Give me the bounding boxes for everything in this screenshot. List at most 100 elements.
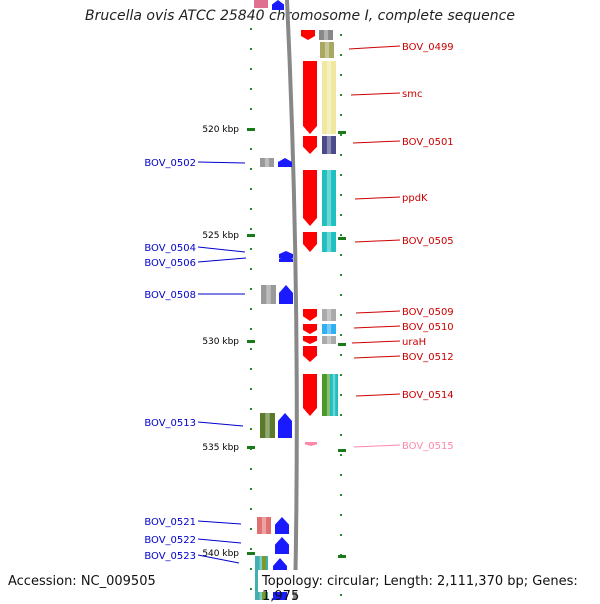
- gene-arrow-reverse: [275, 517, 289, 534]
- guide-dot: [250, 268, 252, 270]
- guide-dot: [340, 314, 342, 316]
- guide-dot: [340, 34, 342, 36]
- guide-dot: [250, 548, 252, 550]
- function-bar: [260, 158, 274, 167]
- gene-arrow-forward: [303, 336, 317, 344]
- function-bar-shine: [265, 413, 270, 438]
- function-bar: [319, 30, 333, 40]
- label-leader-line: [355, 393, 401, 397]
- guide-dot: [250, 308, 252, 310]
- gene-arrow-reverse: [278, 413, 292, 438]
- label-leader-line: [197, 421, 244, 427]
- gene-arrow-forward: [303, 232, 317, 252]
- accession-text: Accession: NC_009505: [8, 574, 156, 589]
- gene-label-forward: smc: [402, 89, 422, 100]
- scale-tick-label: 525 kbp: [202, 231, 239, 241]
- guide-dot: [250, 68, 252, 70]
- gene-label-reverse: BOV_0513: [144, 418, 196, 429]
- function-bar: [320, 42, 334, 58]
- guide-dot: [250, 208, 252, 210]
- gene-label-forward: uraH: [402, 337, 426, 348]
- guide-dot: [340, 74, 342, 76]
- label-leader-line: [353, 444, 401, 448]
- function-bar-shine: [326, 136, 332, 154]
- guide-dot: [250, 88, 252, 90]
- guide-dot: [340, 134, 342, 136]
- scale-tick-label: 530 kbp: [202, 337, 239, 347]
- gene-partial: [254, 0, 268, 8]
- guide-dot: [340, 54, 342, 56]
- scale-tick: [247, 234, 255, 237]
- scale-tick: [247, 552, 255, 555]
- guide-dot: [340, 174, 342, 176]
- function-bar-shine: [266, 285, 271, 304]
- gene-label-reverse: BOV_0523: [144, 551, 196, 562]
- function-bar: [330, 374, 338, 416]
- function-bar: [322, 309, 336, 321]
- gene-arrow-forward: [301, 30, 315, 40]
- gene-label-forward: BOV_0515: [402, 441, 454, 452]
- gene-label-reverse: BOV_0508: [144, 290, 196, 301]
- guide-dot: [250, 328, 252, 330]
- guide-dot: [340, 94, 342, 96]
- gene-arrow-forward: [303, 324, 317, 334]
- guide-dot: [250, 588, 252, 590]
- scale-tick: [247, 446, 255, 449]
- function-bar-shine: [326, 61, 332, 134]
- scale-tick: [338, 449, 346, 452]
- function-bar: [322, 136, 336, 154]
- gene-arrow-reverse: [279, 251, 293, 258]
- function-bar-shine: [326, 232, 332, 252]
- scale-tick-label: 535 kbp: [202, 443, 239, 453]
- function-bar: [261, 285, 276, 304]
- scale-tick: [247, 340, 255, 343]
- function-bar-shine: [326, 324, 332, 334]
- gene-label-reverse: BOV_0522: [144, 535, 196, 546]
- gene-label-forward: ppdK: [402, 193, 428, 204]
- guide-dot: [340, 354, 342, 356]
- map-title: Brucella ovis ATCC 25840 chromosome I, c…: [85, 8, 515, 24]
- gene-label-forward: BOV_0512: [402, 352, 454, 363]
- guide-dot: [340, 194, 342, 196]
- label-leader-line: [352, 140, 401, 144]
- guide-dot: [250, 568, 252, 570]
- gene-arrow-reverse: [279, 285, 293, 304]
- chromosome-backbone: [285, 0, 299, 600]
- gene-label-forward: BOV_0514: [402, 390, 454, 401]
- guide-dot: [340, 234, 342, 236]
- guide-dot: [340, 494, 342, 496]
- gene-arrow-forward: [303, 136, 317, 154]
- guide-dot: [250, 148, 252, 150]
- gene-arrow-reverse: [278, 158, 292, 167]
- function-bar-shine: [326, 170, 332, 226]
- guide-dot: [250, 248, 252, 250]
- guide-dot: [340, 154, 342, 156]
- guide-dot: [340, 274, 342, 276]
- gene-arrow-forward: [303, 346, 317, 362]
- guide-dot: [340, 114, 342, 116]
- gene-label-reverse: BOV_0506: [144, 258, 196, 269]
- guide-dot: [340, 454, 342, 456]
- guide-dot: [340, 254, 342, 256]
- guide-dot: [250, 428, 252, 430]
- label-leader-line: [354, 196, 401, 200]
- function-bar: [322, 324, 336, 334]
- guide-dot: [340, 394, 342, 396]
- gene-label-reverse: BOV_0521: [144, 517, 196, 528]
- guide-dot: [250, 48, 252, 50]
- gene-arrow-reverse: [275, 537, 289, 554]
- guide-dot: [250, 108, 252, 110]
- label-leader-line: [197, 257, 247, 263]
- function-bar: [257, 517, 271, 534]
- footer-backdrop: [258, 570, 600, 592]
- guide-dot: [250, 508, 252, 510]
- label-leader-line: [197, 520, 242, 525]
- guide-dot: [250, 488, 252, 490]
- function-bar: [322, 170, 336, 226]
- guide-dot: [340, 534, 342, 536]
- label-leader-line: [353, 325, 401, 329]
- guide-dot: [340, 294, 342, 296]
- guide-dot: [250, 408, 252, 410]
- guide-dot: [340, 414, 342, 416]
